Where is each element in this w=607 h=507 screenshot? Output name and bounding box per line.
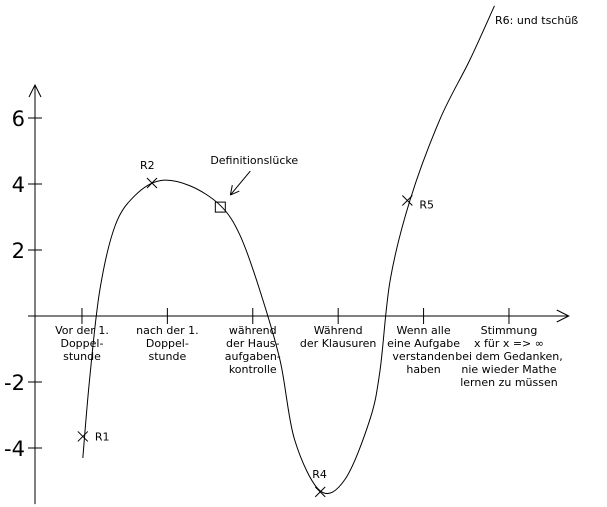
curve <box>82 5 495 495</box>
x-tick-label: Vor der 1. <box>55 324 109 337</box>
x-tick-label: der Haus- <box>226 337 279 350</box>
x-tick-label: der Klausuren <box>300 337 377 350</box>
y-tick-label: 4 <box>12 173 25 197</box>
point-marker <box>146 177 158 189</box>
y-tick-label: 6 <box>12 107 25 131</box>
point-marker <box>314 486 326 498</box>
annotation: R6: und tschüß <box>495 14 578 27</box>
x-tick-label: Doppel- <box>60 337 103 350</box>
y-axis-arrow <box>28 83 42 98</box>
x-tick-label: nie wieder Mathe <box>461 363 556 376</box>
x-tick-label: Stimmung <box>481 324 538 337</box>
y-tick-label: 2 <box>12 239 25 263</box>
x-tick-label: Wenn alle <box>397 324 451 337</box>
y-tick-label: -2 <box>4 371 25 395</box>
x-tick-label: Während <box>314 324 363 337</box>
x-tick-label: lernen zu müssen <box>460 376 558 389</box>
point-label: R1 <box>95 430 110 443</box>
x-axis-arrow <box>556 309 570 323</box>
point-label: R5 <box>419 199 434 212</box>
gap-label: Definitionslücke <box>210 154 298 167</box>
x-tick-label: x für x => ∞ <box>474 337 544 350</box>
x-tick-label: während <box>229 324 277 337</box>
point-marker <box>77 431 89 442</box>
point-label: R2 <box>140 159 155 172</box>
point-marker <box>401 195 413 206</box>
x-tick-label: haben <box>406 363 440 376</box>
x-tick-label: stunde <box>148 350 186 363</box>
point-label: R4 <box>312 468 327 481</box>
x-tick-label: kontrolle <box>229 363 277 376</box>
gap-marker <box>214 201 226 213</box>
x-tick-label: bei dem Gedanken, <box>455 350 562 363</box>
y-tick-label: -4 <box>4 437 25 461</box>
x-tick-label: verstanden <box>392 350 454 363</box>
x-tick-label: aufgaben- <box>225 350 281 363</box>
x-tick-label: Doppel- <box>146 337 189 350</box>
x-tick-label: eine Aufgabe <box>387 337 460 350</box>
x-tick-label: stunde <box>63 350 101 363</box>
gap-arrow <box>229 170 251 196</box>
x-tick-label: nach der 1. <box>136 324 199 337</box>
